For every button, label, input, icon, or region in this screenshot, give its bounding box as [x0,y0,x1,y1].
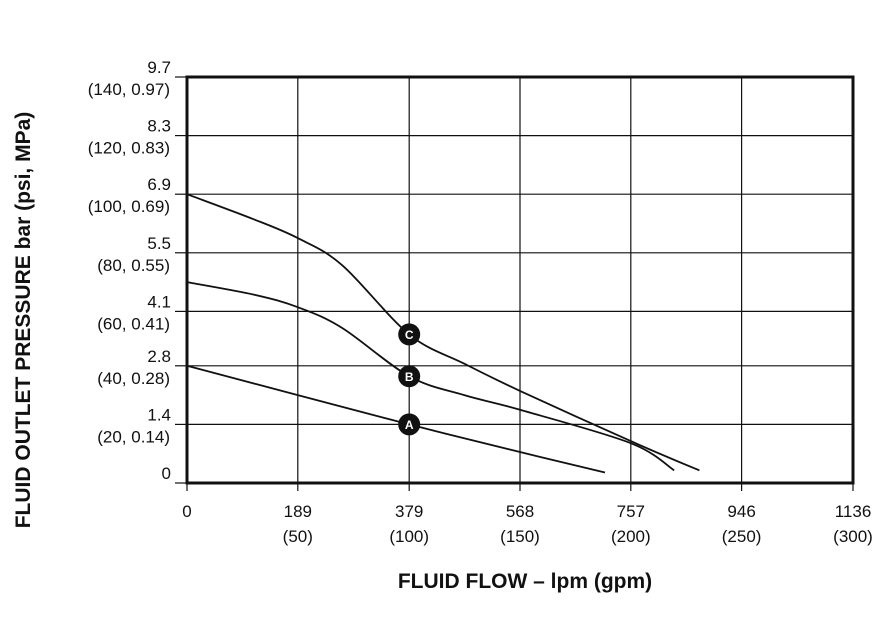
y-tick-label: 4.1 [147,292,171,311]
y-tick-label: 2.8 [147,347,171,366]
x-tick-sublabel: (50) [283,527,313,546]
y-tick-sublabel: (120, 0.83) [88,139,170,158]
y-tick-label: 9.7 [147,58,171,77]
y-tick-sublabel: (100, 0.69) [88,197,170,216]
x-tick-sublabel: (200) [611,527,651,546]
x-tick-label: 946 [727,502,755,521]
curve-c [186,193,700,472]
x-tick-label: 1136 [835,502,872,521]
y-tick-sublabel: (40, 0.28) [97,369,170,388]
curve-marker-label: C [405,328,414,342]
y-tick-label: 6.9 [147,175,171,194]
curves [186,193,700,474]
y-tick-label: 1.4 [147,405,171,424]
curve-marker-c [398,323,421,346]
curve-marker-label: B [405,370,414,384]
x-tick-label: 379 [395,502,423,521]
x-tick-label: 189 [284,502,312,521]
y-tick-label: 0 [162,464,171,483]
x-tick-sublabel: (150) [500,527,540,546]
curve-marker-label: A [405,418,414,432]
y-tick-sublabel: (140, 0.97) [88,80,170,99]
curve-marker-b [398,365,421,388]
curve-marker-a [398,413,421,436]
y-tick-sublabel: (20, 0.14) [97,427,170,446]
x-tick-sublabel: (100) [389,527,429,546]
x-tick-sublabel: (250) [722,527,762,546]
y-tick-label: 5.5 [147,234,171,253]
y-tick-sublabel: (60, 0.41) [97,314,170,333]
grid [187,77,853,483]
curve-a [186,364,606,474]
y-tick-sublabel: (80, 0.55) [97,256,170,275]
ticks: 0 1.4 (20, 0.14) 2.8 (40, 0.28) 4.1 (60, 0.41)… [88,58,873,546]
x-tick-label: 757 [617,502,645,521]
x-tick-label: 568 [506,502,534,521]
y-axis-title: FLUID OUTLET PRESSURE bar (psi, MPa) [12,112,35,529]
x-tick-label: 0 [182,502,191,521]
curve-b [186,281,675,472]
x-axis-title: FLUID FLOW – lpm (gpm) [398,570,652,593]
curve-markers: A B C [398,323,421,436]
y-tick-label: 8.3 [147,117,171,136]
x-tick-sublabel: (300) [833,527,873,546]
